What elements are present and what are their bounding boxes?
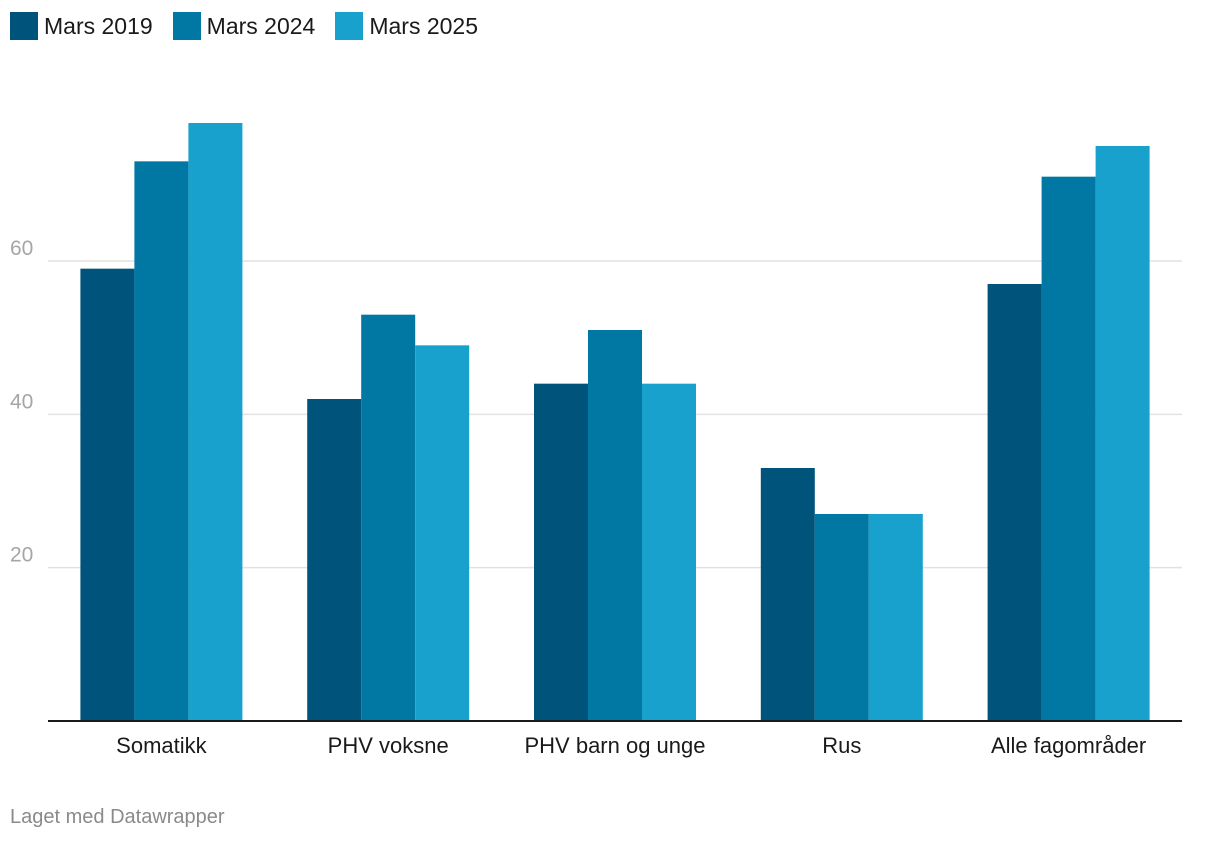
y-tick-label-20: 20 — [10, 544, 33, 567]
bar-2-1 — [588, 330, 642, 721]
bar-0-0 — [80, 268, 135, 721]
bar-2-2 — [642, 383, 696, 721]
bar-3-0 — [760, 468, 815, 721]
x-category-label-4: Alle fagområder — [991, 733, 1146, 758]
bar-0-2 — [188, 123, 243, 721]
legend-label-2019: Mars 2019 — [44, 12, 153, 39]
bar-1-2 — [415, 345, 470, 721]
y-tick-label-40: 40 — [10, 390, 33, 413]
bar-4-1 — [1041, 176, 1096, 721]
legend-item-mars-2024: Mars 2024 — [172, 12, 316, 40]
legend-label-2025: Mars 2025 — [369, 12, 479, 39]
bar-3-1 — [814, 514, 869, 721]
x-category-label-0: Somatikk — [116, 733, 207, 758]
bar-0-1 — [134, 161, 189, 722]
y-tick-label-60: 60 — [10, 237, 33, 260]
bar-1-1 — [361, 314, 416, 721]
bar-1-0 — [307, 399, 362, 721]
legend-item-mars-2019: Mars 2019 — [10, 12, 153, 40]
legend-swatch-2019 — [10, 12, 38, 40]
x-category-label-2: PHV barn og unge — [524, 733, 705, 758]
bar-3-2 — [868, 514, 923, 721]
legend-swatch-2024 — [172, 12, 201, 40]
bar-2-0 — [534, 383, 588, 721]
chart-legend: Mars 2019 Mars 2024 Mars 2025 — [10, 12, 498, 40]
x-category-label-3: Rus — [822, 733, 861, 758]
legend-item-mars-2025: Mars 2025 — [335, 12, 478, 40]
credit-footer: Laget med Datawrapper — [10, 806, 225, 828]
bar-4-2 — [1095, 146, 1150, 721]
legend-label-2024: Mars 2024 — [206, 12, 316, 39]
x-category-label-1: PHV voksne — [328, 733, 449, 758]
bar-4-0 — [987, 284, 1042, 721]
legend-swatch-2025 — [335, 12, 364, 40]
